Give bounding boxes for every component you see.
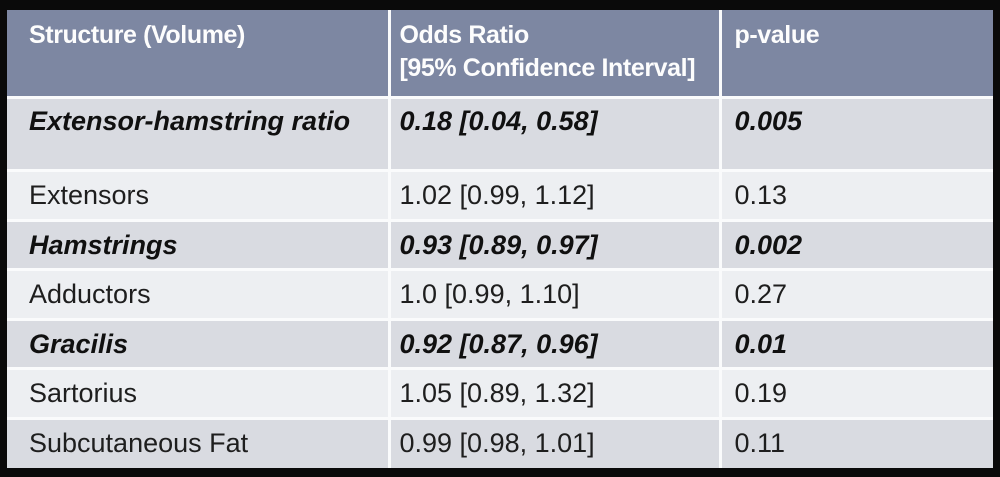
table-row: Extensor-hamstring ratio 0.18 [0.04, 0.5… xyxy=(7,97,993,173)
cell-structure: Extensor-hamstring ratio xyxy=(7,97,391,173)
column-header-odds-ratio-line2: [95% Confidence Interval] xyxy=(399,54,696,82)
cell-structure: Subcutaneous Fat xyxy=(7,418,391,468)
cell-p-value: 0.01 xyxy=(720,319,993,371)
cell-odds-ratio: 0.92 [0.87, 0.96] xyxy=(389,319,722,371)
cell-odds-ratio: 1.02 [0.99, 1.12] xyxy=(389,170,722,222)
cell-p-value: 0.002 xyxy=(720,220,993,272)
column-header-structure: Structure (Volume) xyxy=(7,10,391,99)
cell-p-value: 0.13 xyxy=(720,170,993,222)
cell-structure: Extensors xyxy=(7,170,391,222)
results-table: Structure (Volume) Odds Ratio [95% Confi… xyxy=(7,10,993,468)
cell-odds-ratio: 1.05 [0.89, 1.32] xyxy=(389,368,722,420)
cell-odds-ratio: 0.18 [0.04, 0.58] xyxy=(389,97,722,173)
cell-structure: Sartorius xyxy=(7,368,391,420)
header-row: Structure (Volume) Odds Ratio [95% Confi… xyxy=(7,10,993,99)
cell-structure: Gracilis xyxy=(7,319,391,371)
column-header-odds-ratio: Odds Ratio [95% Confidence Interval] xyxy=(389,10,722,99)
column-header-odds-ratio-line1: Odds Ratio xyxy=(399,21,530,49)
cell-odds-ratio: 0.93 [0.89, 0.97] xyxy=(389,220,722,272)
cell-p-value: 0.11 xyxy=(720,418,993,468)
cell-p-value: 0.19 xyxy=(720,368,993,420)
column-header-structure-label: Structure (Volume) xyxy=(29,21,245,49)
table-row: Subcutaneous Fat 0.99 [0.98, 1.01] 0.11 xyxy=(7,418,993,468)
cell-odds-ratio: 0.99 [0.98, 1.01] xyxy=(389,418,722,468)
column-header-p-value: p-value xyxy=(720,10,993,99)
table-row: Hamstrings 0.93 [0.89, 0.97] 0.002 xyxy=(7,220,993,272)
column-header-p-value-label: p-value xyxy=(734,21,820,49)
cell-structure: Hamstrings xyxy=(7,220,391,272)
cell-structure: Adductors xyxy=(7,269,391,321)
table-row: Adductors 1.0 [0.99, 1.10] 0.27 xyxy=(7,269,993,321)
cell-odds-ratio: 1.0 [0.99, 1.10] xyxy=(389,269,722,321)
table-row: Sartorius 1.05 [0.89, 1.32] 0.19 xyxy=(7,368,993,420)
cell-p-value: 0.005 xyxy=(720,97,993,173)
table-row: Gracilis 0.92 [0.87, 0.96] 0.01 xyxy=(7,319,993,371)
cell-p-value: 0.27 xyxy=(720,269,993,321)
table-row: Extensors 1.02 [0.99, 1.12] 0.13 xyxy=(7,170,993,222)
